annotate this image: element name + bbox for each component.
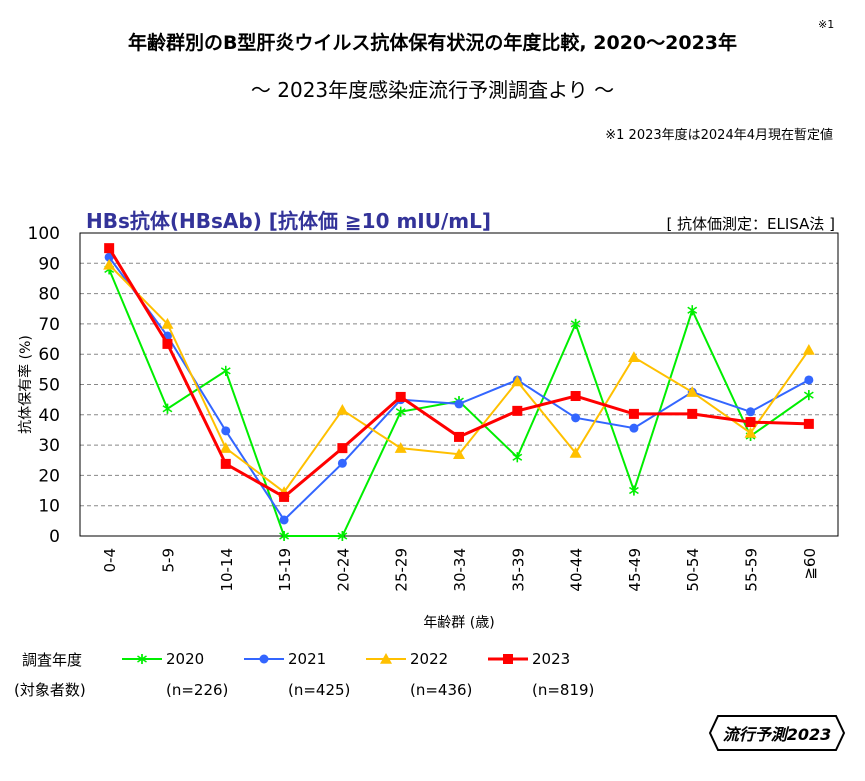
y-tick-label: 60 [38,345,60,365]
data-point-2020 [162,403,173,414]
data-point-2020 [279,531,289,541]
legend-label-2020: 2020 [166,650,204,668]
data-point-2021 [804,375,814,385]
y-axis-label: 抗体保有率 (%) [17,335,34,434]
x-tick-label: 25-29 [393,548,411,592]
data-point-2021 [746,407,756,417]
data-point-2020 [220,365,231,376]
series-line-2023 [107,247,809,499]
data-point-2023 [628,408,639,419]
legend-count-2020: (n=226) [166,681,228,699]
y-tick-label: 80 [38,285,60,305]
legend-marker-2023 [503,654,513,664]
data-point-2023 [687,408,698,419]
data-point-2022 [336,403,349,415]
legend-count-2021: (n=425) [288,681,350,699]
logo-text: 流行予測2023 [723,725,832,744]
data-point-2021 [104,252,114,262]
figure-subtitle: ～ 2023年度感染症流行予測調査より ～ [250,78,615,102]
x-tick-label: 30-34 [451,548,469,592]
legend-title: 調査年度 [22,651,82,669]
x-tick-label: 40-44 [568,548,586,592]
x-tick-label: 20-24 [334,548,352,592]
x-tick-label: 10-14 [218,548,236,592]
data-point-2021 [454,399,464,409]
data-point-2023 [279,491,290,502]
data-point-2022 [686,386,699,397]
data-point-2023 [220,458,231,469]
data-point-2023 [512,405,523,416]
x-tick-label: 0-4 [101,548,119,573]
y-tick-label: 70 [38,315,60,335]
data-point-2021 [221,426,231,436]
data-point-2020 [803,390,814,401]
x-tick-label: ≧60 [801,548,819,580]
data-point-2023 [104,243,115,254]
chart-title: HBs抗体(HBsAb) [抗体価 ≧10 mIU/mL] [86,209,492,233]
y-tick-label: 90 [38,254,60,274]
title-note: ※1 [818,18,835,31]
data-point-2020 [629,485,639,496]
data-point-2021 [279,515,289,525]
legend-label-2023: 2023 [532,650,570,668]
legend-label-2022: 2022 [410,650,448,668]
x-tick-label: 5-9 [159,548,177,573]
footnote: ※1 2023年度は2024年4月現在暫定値 [605,128,833,143]
plot-frame [79,232,839,537]
data-point-2023 [570,391,581,402]
data-point-2022 [453,448,465,459]
data-point-2023 [745,417,756,428]
legend-marker-2020 [137,654,147,664]
data-point-2020 [687,305,698,316]
data-point-2022 [511,375,524,387]
x-tick-label: 55-59 [743,548,761,592]
method-annotation: [ 抗体価測定：ELISA法 ] [666,215,835,233]
logo-badge [708,715,846,751]
legend-marker-2021 [259,654,269,664]
data-point-2022 [569,446,582,458]
data-point-2022 [219,442,232,453]
series-line-2021 [108,256,810,522]
y-tick-label: 0 [49,527,60,547]
legend-count-2022: (n=436) [410,681,472,699]
data-point-2020 [512,452,523,463]
data-point-2022 [161,317,174,329]
x-tick-label: 35-39 [509,548,527,592]
x-tick-label: 45-49 [626,548,644,592]
x-tick-label: 15-19 [276,548,294,592]
y-tick-label: 50 [38,376,60,396]
legend-subtitle: (対象者数) [14,681,86,699]
legend-marker-2022 [380,653,392,664]
data-point-2022 [394,442,407,453]
data-point-2021 [629,423,639,433]
data-point-2023 [337,443,348,454]
y-tick-label: 40 [38,406,60,426]
data-point-2022 [103,258,116,270]
data-point-2022 [744,426,757,438]
data-point-2023 [162,338,173,349]
data-point-2023 [803,418,814,429]
y-tick-label: 100 [28,224,60,244]
y-tick-label: 10 [38,497,60,517]
x-tick-label: 50-54 [684,548,702,592]
data-point-2020 [570,318,581,329]
data-point-2022 [802,343,815,355]
y-tick-label: 20 [38,466,60,486]
figure-title: 年齢群別のB型肝炎ウイルス抗体保有状況の年度比較, 2020～2023年 [127,32,738,54]
legend-count-2023: (n=819) [532,681,594,699]
data-point-2023 [454,431,464,442]
data-point-2021 [571,413,581,423]
data-point-2023 [395,391,406,402]
data-point-2021 [337,458,347,468]
legend-label-2021: 2021 [288,650,326,668]
data-point-2020 [337,531,348,541]
data-point-2022 [627,351,640,363]
y-tick-label: 30 [38,436,60,456]
data-point-2020 [395,406,406,417]
x-axis-label: 年齢群 (歳) [423,615,494,631]
